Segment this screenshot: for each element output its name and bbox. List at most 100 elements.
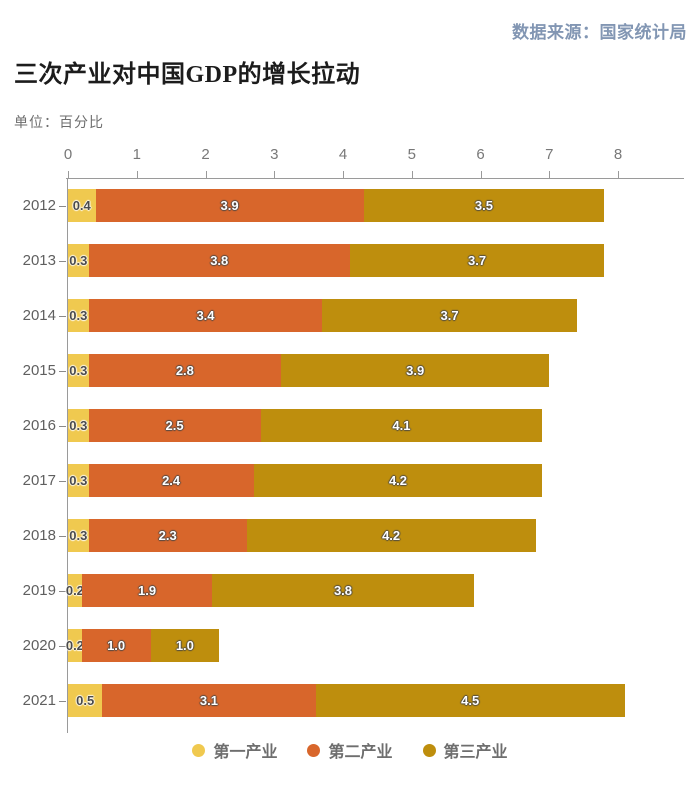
bar-segment: 0.3 [68, 298, 89, 332]
y-axis-line [67, 178, 68, 733]
bar-value-label: 0.3 [69, 417, 88, 433]
bar-value-label: 0.3 [69, 527, 88, 543]
data-source-label: 数据来源：国家统计局 [512, 23, 687, 42]
bar-row: 0.3 2.4 4.2 [68, 463, 543, 497]
bar-value-label: 1.0 [107, 637, 126, 653]
x-axis-tick-mark [68, 171, 69, 178]
bar-value-label: 0.3 [69, 362, 88, 378]
x-axis-tick-label: 7 [545, 146, 554, 163]
bar-value-label: 1.9 [138, 582, 157, 598]
y-axis-tick-mark [59, 370, 66, 372]
x-axis-tick-label: 5 [407, 146, 416, 163]
y-axis-tick-mark [59, 425, 66, 427]
x-axis-tick-mark [618, 171, 619, 178]
x-axis-tick-mark [480, 171, 482, 178]
bar-segment: 3.8 [212, 573, 474, 607]
bar-value-label: 2.8 [175, 362, 194, 378]
legend-label: 第二产业 [328, 744, 393, 761]
legend-item: 第二产业 [307, 738, 393, 762]
bar-value-label: 2.5 [165, 417, 184, 433]
bar-segment: 2.8 [88, 353, 282, 387]
x-axis-tick-label: 0 [63, 146, 73, 163]
bar-value-label: 3.8 [210, 252, 229, 268]
bar-value-label: 2.4 [162, 472, 181, 488]
bar-segment: 0.3 [68, 408, 89, 442]
bar-segment: 0.4 [68, 188, 96, 222]
legend-dot-icon [307, 743, 321, 757]
bar-row: 0.2 1.9 3.8 [65, 573, 474, 607]
bar-value-label: 4.2 [388, 472, 408, 488]
bar-segment: 0.2 [65, 573, 84, 607]
bar-row: 0.3 3.4 3.7 [68, 298, 577, 332]
bar-segment: 3.9 [281, 353, 550, 387]
x-axis-tick-label: 6 [476, 146, 485, 163]
bar-segment: 2.5 [88, 408, 261, 442]
bar-value-label: 4.1 [392, 417, 411, 433]
bar-segment: 3.5 [363, 188, 605, 222]
year-label: 2014 [22, 306, 56, 324]
bar-value-label: 3.7 [440, 307, 459, 323]
bar-segment: 3.7 [322, 298, 577, 332]
bar-segment: 2.3 [88, 518, 247, 552]
unit-label: 单位：百分比 [14, 116, 104, 131]
bar-value-label: 3.9 [220, 197, 239, 213]
bar-segment: 3.8 [88, 243, 350, 277]
x-axis-tick-label: 4 [338, 146, 348, 163]
bar-value-label: 3.7 [468, 252, 487, 268]
bar-row: 0.4 3.9 3.5 [68, 188, 605, 222]
y-axis-tick-mark [59, 315, 66, 317]
bar-value-label: 2.3 [158, 527, 177, 543]
bar-segment: 4.2 [253, 463, 543, 497]
x-axis-tick-mark [136, 171, 138, 178]
bar-row: 0.3 3.8 3.7 [68, 243, 605, 277]
bar-segment: 2.4 [88, 463, 254, 497]
year-label: 2019 [22, 581, 56, 599]
year-label: 2015 [22, 361, 56, 379]
y-axis-tick-mark [59, 535, 66, 537]
legend-item: 第三产业 [422, 738, 508, 762]
bar-segment: 3.4 [88, 298, 323, 332]
legend-label: 第一产业 [213, 744, 278, 761]
bar-value-label: 3.1 [199, 692, 218, 708]
legend-dot-icon [422, 743, 436, 757]
legend-item: 第一产业 [192, 738, 277, 762]
bar-value-label: 0.2 [65, 582, 84, 598]
bar-segment: 4.2 [246, 518, 536, 552]
x-axis-tick-mark [343, 171, 344, 178]
bar-value-label: 0.4 [72, 197, 91, 213]
bar-segment: 1.9 [81, 573, 213, 607]
year-label: 2012 [22, 196, 56, 214]
bar-row: 0.3 2.8 3.9 [68, 353, 550, 387]
bar-segment: 3.7 [349, 243, 605, 277]
y-axis-tick-mark [59, 480, 66, 482]
bar-segment: 4.5 [315, 683, 625, 717]
bar-segment: 0.3 [68, 243, 89, 277]
bar-segment: 1.0 [81, 628, 151, 662]
y-axis-tick-mark [59, 700, 66, 702]
x-axis-tick-mark [411, 171, 413, 178]
bar-value-label: 0.3 [69, 307, 88, 323]
x-axis-line [66, 178, 684, 179]
bar-value-label: 1.0 [175, 637, 194, 653]
year-label: 2018 [22, 526, 56, 544]
bar-row: 0.5 3.1 4.5 [68, 683, 625, 717]
bar-value-label: 3.8 [333, 582, 353, 598]
bar-segment: 0.3 [68, 353, 89, 387]
bar-segment: 3.9 [95, 188, 364, 222]
bar-segment: 0.3 [68, 518, 89, 552]
year-label: 2016 [22, 416, 56, 434]
bar-value-label: 3.9 [406, 362, 425, 378]
bar-row: 0.2 1.0 1.0 [66, 628, 220, 662]
year-label: 2013 [22, 251, 56, 269]
x-axis-tick-label: 1 [132, 146, 141, 163]
x-axis-tick-mark [205, 171, 207, 178]
bar-value-label: 4.2 [382, 527, 401, 543]
legend-label: 第三产业 [443, 744, 508, 761]
bar-row: 0.3 2.3 4.2 [68, 518, 536, 552]
x-axis-tick-label: 2 [201, 146, 210, 163]
bar-segment: 4.1 [260, 408, 543, 442]
x-axis-tick-label: 8 [613, 146, 623, 163]
y-axis-tick-mark [59, 205, 66, 207]
x-axis-tick-label: 3 [270, 146, 279, 163]
